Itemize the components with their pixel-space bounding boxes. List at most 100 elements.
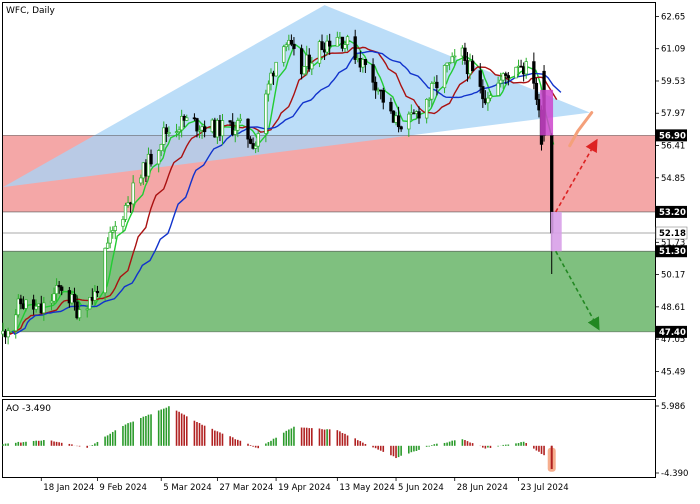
- candle-body: [310, 62, 314, 70]
- candle-body: [289, 39, 294, 45]
- price-level-label: 52.18: [659, 229, 686, 239]
- candle-body: [307, 54, 311, 70]
- candle-body: [6, 330, 10, 338]
- ao-tick-label: -4.390: [661, 469, 688, 479]
- time-axis-layer: 18 Jan 2024 9 Feb 2024 5 Mar 2024 27 Mar 20…: [40, 477, 569, 493]
- time-tick-label: 5 Mar 2024: [163, 483, 211, 493]
- symbol-label: WFC, Daily: [6, 6, 56, 16]
- candle-body: [274, 61, 278, 77]
- candle-body: [146, 153, 151, 177]
- candle-body: [231, 121, 235, 135]
- candle-body: [292, 43, 296, 49]
- price-level-tag: [655, 226, 688, 240]
- candle-body: [381, 90, 385, 103]
- price-tick-label: 57.97: [661, 109, 685, 119]
- candle-body: [24, 299, 28, 309]
- candle-body: [177, 129, 181, 132]
- price-tick-label: 59.53: [661, 77, 685, 87]
- candle-body: [328, 40, 332, 47]
- price-level-tag: [656, 325, 687, 338]
- candle-body: [470, 60, 475, 72]
- support-zone: [3, 251, 655, 332]
- candle-body: [16, 298, 20, 316]
- price-level-label: 53.20: [659, 208, 686, 218]
- price-tick-label: 56.41: [661, 142, 685, 152]
- candle-body: [514, 66, 518, 79]
- candle-body: [180, 115, 184, 131]
- price-level-tag: [656, 245, 687, 258]
- main-panel-frame: [2, 2, 656, 397]
- candle-body: [72, 294, 77, 303]
- candle-body: [256, 133, 260, 147]
- candle-body: [42, 302, 46, 314]
- candle-body: [396, 115, 401, 128]
- candle-body: [450, 56, 454, 64]
- candle-body: [284, 44, 288, 48]
- candle-body: [159, 144, 163, 151]
- price-tick-label: 51.73: [661, 238, 685, 248]
- price-tick-label: 50.17: [661, 271, 685, 281]
- candle-body: [111, 230, 115, 233]
- time-tick-label: 5 Jun 2024: [398, 483, 444, 493]
- candle-body: [453, 55, 457, 58]
- candle-body: [320, 41, 324, 51]
- candle-body: [524, 61, 528, 75]
- symmetrical-triangle: [3, 5, 590, 188]
- price-tick-label: 54.85: [661, 174, 685, 184]
- candle-body: [139, 177, 143, 184]
- price-tick-label: 61.09: [661, 45, 685, 55]
- candle-body: [430, 83, 434, 100]
- ao-panel-frame: [2, 399, 656, 478]
- candle-body: [14, 314, 18, 332]
- candles-layer: [1, 29, 554, 345]
- time-tick-label: 13 May 2024: [339, 483, 394, 493]
- price-level-tag: [656, 205, 687, 218]
- time-tick-label: 18 Jan 2024: [43, 483, 94, 493]
- candle-body: [54, 285, 59, 295]
- candle-body: [537, 99, 541, 111]
- candle-body: [95, 290, 100, 294]
- candle-body: [185, 117, 189, 121]
- candle-body: [93, 290, 97, 301]
- candle-body: [195, 118, 199, 132]
- candle-body: [19, 298, 23, 305]
- price-tick-label: 48.61: [661, 303, 685, 313]
- drop-highlight-top: [540, 89, 554, 136]
- candle-body: [371, 64, 375, 83]
- candle-body: [131, 182, 135, 205]
- candle-body: [60, 286, 64, 291]
- candle-body: [121, 219, 125, 227]
- candle-body: [254, 145, 258, 149]
- drop-highlight-bottom: [550, 211, 562, 252]
- moving-averages-layer: [4, 39, 562, 335]
- candle-body: [85, 308, 89, 311]
- price-tick-label: 62.65: [661, 12, 685, 22]
- time-tick-label: 28 Jun 2024: [457, 483, 508, 493]
- candle-body: [236, 120, 240, 131]
- time-tick-label: 9 Feb 2024: [99, 483, 147, 493]
- candle-body: [501, 73, 505, 81]
- candle-body: [220, 120, 225, 137]
- candle-body: [52, 293, 56, 302]
- time-tick-label: 27 Mar 2024: [219, 483, 273, 493]
- candle-body: [34, 305, 38, 310]
- candle-body: [427, 98, 431, 101]
- candle-body: [282, 46, 286, 63]
- candle-body: [299, 48, 304, 75]
- candle-body: [435, 81, 439, 89]
- candle-body: [246, 118, 250, 140]
- candle-body: [478, 70, 482, 87]
- candle-body: [488, 95, 493, 99]
- candle-body: [264, 93, 268, 134]
- candle-body: [407, 113, 411, 130]
- candle-body: [88, 296, 92, 310]
- candle-body: [325, 40, 329, 53]
- candle-body: [486, 97, 490, 104]
- time-tick-label: 19 Apr 2024: [278, 483, 331, 493]
- candle-body: [417, 111, 421, 119]
- candle-body: [317, 41, 322, 64]
- candle-body: [269, 72, 273, 85]
- triangle-breakout-forecast: [568, 111, 594, 148]
